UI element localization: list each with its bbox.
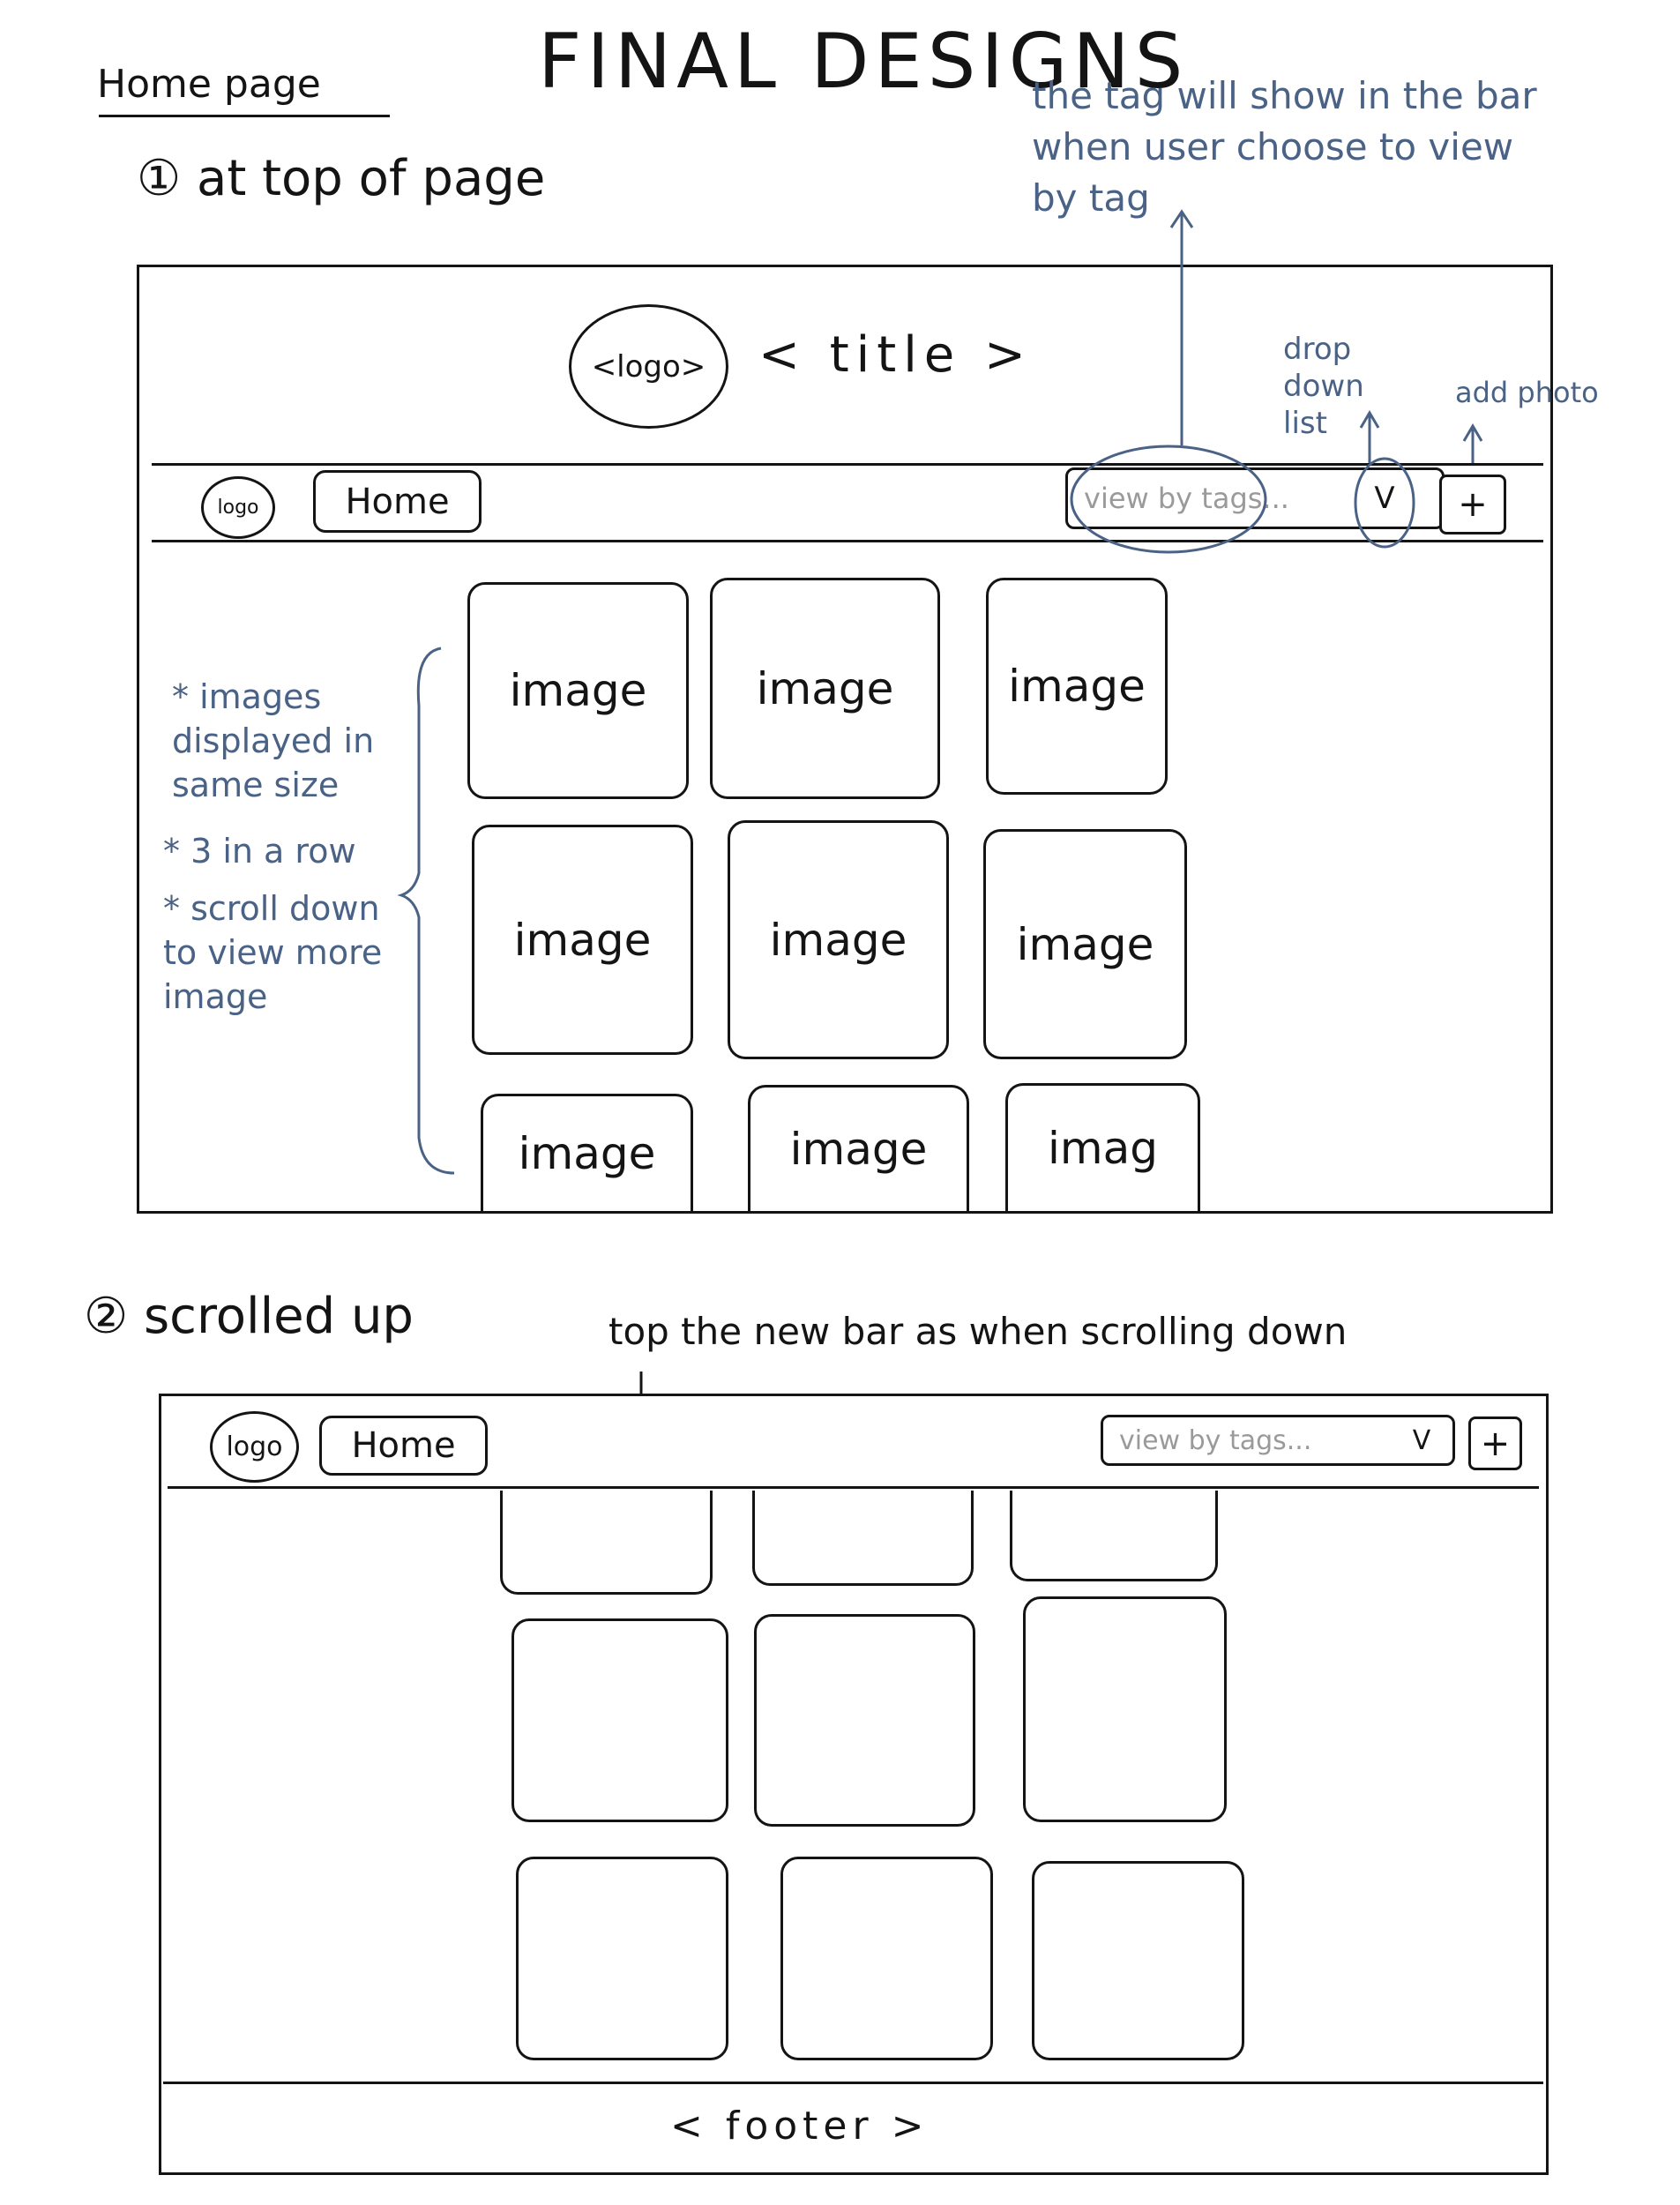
grid-note-1: * images displayed in same size xyxy=(172,677,375,804)
image-card-placeholder[interactable] xyxy=(516,1857,728,2060)
grid-note-brace xyxy=(397,647,455,1175)
image-card-label: image xyxy=(1016,918,1154,970)
image-card-label: image xyxy=(518,1128,656,1179)
navbar-2-logo[interactable]: logo xyxy=(210,1411,299,1483)
plus-icon: + xyxy=(1480,1423,1511,1464)
image-card[interactable]: imag xyxy=(1005,1083,1200,1211)
section-2-label: ② scrolled up xyxy=(84,1288,414,1345)
tag-search-2-placeholder: view by tags... xyxy=(1119,1424,1312,1456)
image-card-label: image xyxy=(513,914,652,966)
image-card-placeholder[interactable] xyxy=(752,1491,974,1586)
home-button-label: Home xyxy=(345,481,450,522)
navbar-logo[interactable]: logo xyxy=(201,476,275,539)
image-card-placeholder[interactable] xyxy=(754,1614,975,1827)
grid-note-2: * 3 in a row xyxy=(163,832,356,871)
navbar-bottom-border xyxy=(152,540,1543,542)
image-card-placeholder[interactable] xyxy=(780,1857,993,2060)
banner-logo: <logo> xyxy=(569,304,728,429)
banner-logo-text: <logo> xyxy=(591,348,706,385)
add-photo-note: add photo xyxy=(1455,376,1599,409)
image-card-label: image xyxy=(756,662,894,714)
page-label: Home page xyxy=(97,62,321,107)
navbar-logo-text: logo xyxy=(217,497,259,519)
page-heading: FINAL DESIGNS xyxy=(538,18,1189,106)
image-card[interactable]: image xyxy=(710,578,940,799)
grid-note-3: * scroll down to view more image xyxy=(163,889,383,1016)
navbar-2-logo-text: logo xyxy=(226,1431,283,1462)
image-card-label: image xyxy=(509,665,647,716)
dropdown-highlight-circle xyxy=(1354,457,1415,549)
plus-icon: + xyxy=(1458,484,1488,525)
image-card[interactable]: image xyxy=(986,578,1168,795)
image-card-placeholder[interactable] xyxy=(1032,1861,1244,2060)
add-photo-note-arrowhead xyxy=(1462,423,1483,442)
image-card-placeholder[interactable] xyxy=(1023,1596,1227,1822)
add-photo-button-2[interactable]: + xyxy=(1468,1416,1522,1470)
home-button-2[interactable]: Home xyxy=(319,1416,488,1476)
dropdown-note-arrowhead xyxy=(1359,410,1380,429)
footer-top-border xyxy=(163,2082,1543,2084)
image-card-placeholder[interactable] xyxy=(511,1618,728,1822)
tag-note-arrowhead xyxy=(1169,209,1194,228)
section-1-label: ① at top of page xyxy=(137,150,546,207)
dropdown-note: drop down list xyxy=(1283,332,1364,441)
image-card-placeholder[interactable] xyxy=(500,1491,713,1595)
dropdown-toggle[interactable]: V xyxy=(1363,473,1407,524)
banner-title: < title > xyxy=(758,326,1033,384)
image-card[interactable]: image xyxy=(472,825,693,1055)
image-card[interactable]: image xyxy=(481,1094,693,1211)
image-card[interactable]: image xyxy=(983,829,1187,1059)
image-card-label: image xyxy=(769,914,907,966)
image-card[interactable]: image xyxy=(748,1085,969,1211)
search-highlight-circle xyxy=(1070,445,1267,554)
image-card-placeholder[interactable] xyxy=(1010,1491,1218,1581)
tag-search-placeholder: view by tags... xyxy=(1084,482,1289,515)
chevron-down-icon: V xyxy=(1374,481,1395,516)
home-button-2-label: Home xyxy=(351,1425,456,1466)
image-card-label: imag xyxy=(1048,1123,1158,1174)
image-card[interactable]: image xyxy=(467,582,689,799)
dropdown-toggle-2[interactable]: V xyxy=(1404,1417,1439,1463)
image-card-label: image xyxy=(789,1124,928,1175)
tag-search-input-2[interactable]: view by tags... xyxy=(1101,1415,1455,1466)
page-label-underline xyxy=(99,115,390,117)
add-photo-button[interactable]: + xyxy=(1439,475,1506,534)
navbar-2-bottom-border xyxy=(168,1486,1539,1489)
footer: < footer > xyxy=(670,2104,930,2149)
navbar-top-border xyxy=(152,463,1543,466)
image-card-label: image xyxy=(1008,661,1146,712)
chevron-down-icon: V xyxy=(1412,1424,1431,1456)
image-card[interactable]: image xyxy=(728,820,949,1059)
home-button[interactable]: Home xyxy=(313,470,482,533)
new-bar-note: top the new bar as when scrolling down xyxy=(609,1310,1348,1353)
tag-bar-note: the tag will show in the bar when user c… xyxy=(1032,74,1537,220)
